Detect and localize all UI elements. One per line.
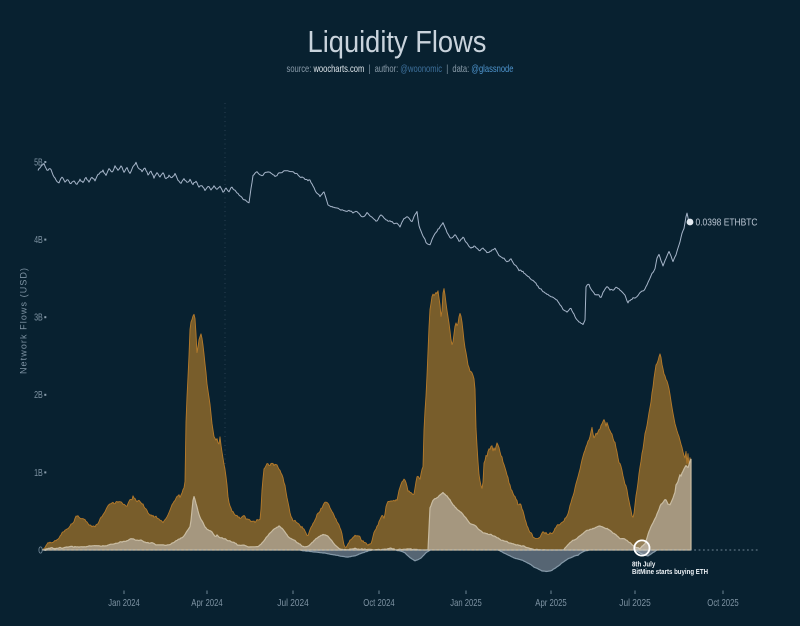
svg-text:Oct 2024: Oct 2024 [363, 598, 395, 609]
svg-text:Oct 2025: Oct 2025 [707, 598, 739, 609]
svg-text:Jan 2025: Jan 2025 [450, 598, 482, 609]
svg-text:Jan 2024: Jan 2024 [108, 598, 140, 609]
svg-text:Apr 2025: Apr 2025 [535, 598, 567, 609]
svg-text:Network Flows (USD): Network Flows (USD) [19, 268, 29, 374]
svg-text:Jul 2024: Jul 2024 [277, 598, 309, 609]
svg-text:4B: 4B [34, 235, 43, 246]
svg-text:Apr 2024: Apr 2024 [191, 598, 223, 609]
svg-text:BitMine starts buying ETH: BitMine starts buying ETH [632, 569, 708, 576]
svg-text:1B: 1B [34, 468, 43, 479]
svg-text:0.0398 ETHBTC: 0.0398 ETHBTC [696, 218, 758, 229]
svg-text:5B: 5B [34, 157, 43, 168]
svg-text:Jul 2025: Jul 2025 [619, 598, 651, 609]
svg-text:3B: 3B [34, 313, 43, 324]
svg-text:0: 0 [38, 545, 43, 556]
svg-text:8th July: 8th July [632, 562, 655, 569]
svg-text:2B: 2B [34, 390, 43, 401]
